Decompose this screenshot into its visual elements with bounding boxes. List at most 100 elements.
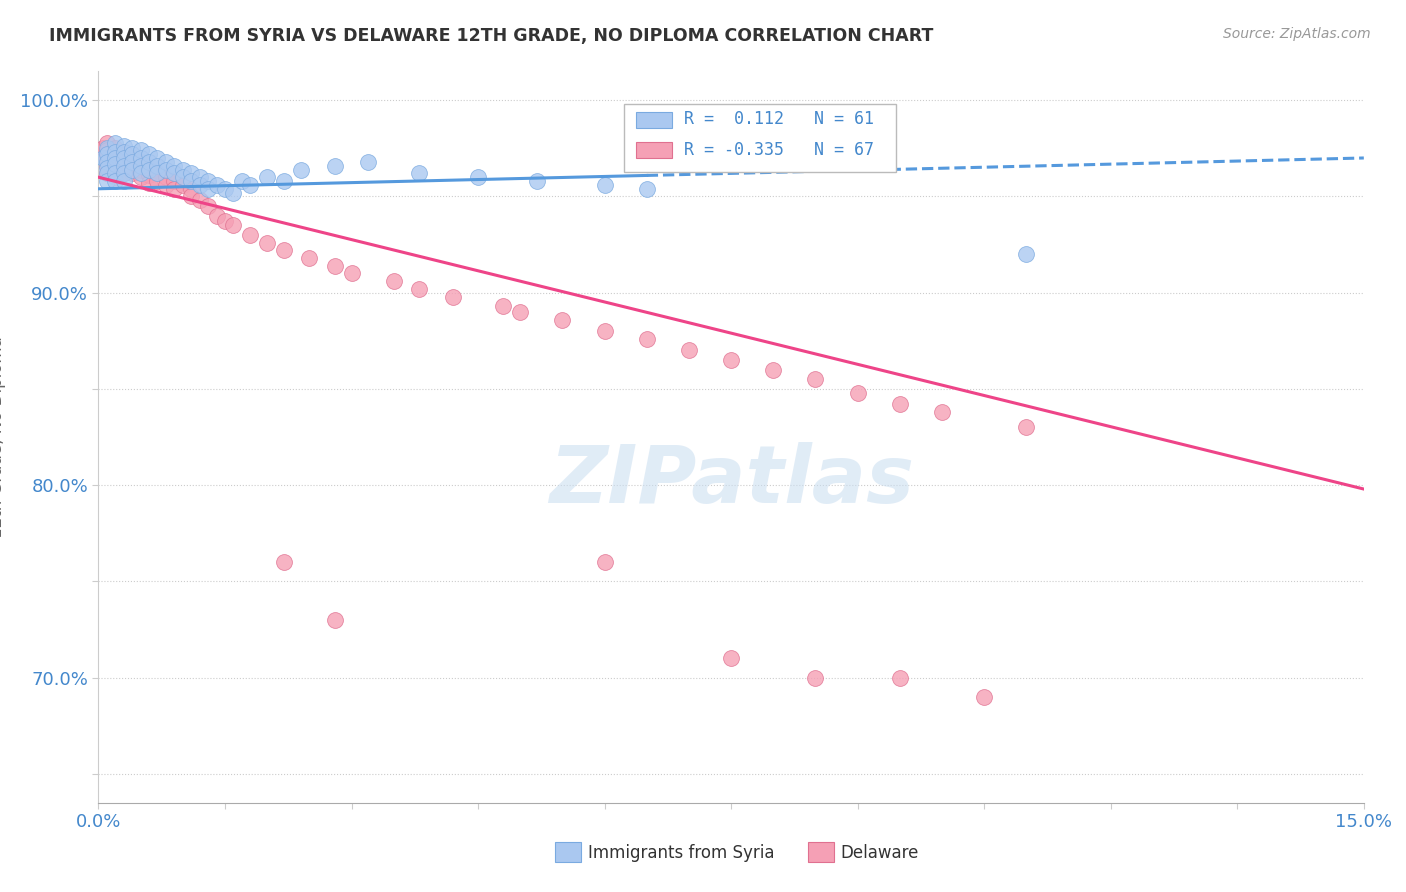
Point (129, 170, 152, 185)
Point (129, 154, 152, 169)
Point (112, 166, 135, 180)
Point (112, 139, 135, 153)
Point (188, 170, 211, 185)
Point (104, 166, 127, 180)
Point (104, 151, 127, 165)
Point (197, 199, 219, 213)
Point (112, 151, 135, 165)
Point (138, 162, 160, 177)
Point (112, 159, 135, 173)
Point (155, 178, 177, 192)
Point (155, 170, 177, 185)
Point (163, 182, 186, 196)
Point (205, 178, 228, 192)
Point (197, 174, 219, 188)
Point (155, 154, 177, 169)
Point (593, 178, 616, 192)
Point (163, 166, 186, 180)
Point (96, 143, 118, 157)
Point (273, 174, 295, 188)
Point (762, 362, 785, 376)
Point (273, 555, 295, 569)
Point (720, 353, 742, 368)
Point (214, 214, 236, 228)
Point (146, 174, 169, 188)
Bar (636, 143, 672, 159)
Point (205, 209, 228, 223)
Point (112, 159, 135, 173)
Point (357, 154, 380, 169)
Point (96, 154, 118, 169)
Point (290, 162, 312, 177)
Point (96, 151, 118, 165)
Point (146, 166, 169, 180)
Point (1015, 247, 1038, 261)
Point (172, 162, 194, 177)
Point (104, 147, 127, 161)
Point (222, 219, 245, 233)
Point (121, 154, 143, 169)
Point (408, 282, 430, 296)
Point (188, 194, 211, 208)
Text: R = -0.335   N = 67: R = -0.335 N = 67 (685, 141, 875, 159)
Point (172, 170, 194, 185)
Point (973, 690, 995, 704)
Point (138, 169, 160, 183)
Text: R =  0.112   N = 61: R = 0.112 N = 61 (685, 110, 875, 128)
Point (129, 162, 152, 177)
Point (256, 235, 278, 250)
Point (104, 161, 127, 175)
Point (408, 166, 430, 180)
Point (96, 147, 118, 161)
Point (1015, 420, 1038, 434)
Point (340, 267, 363, 281)
Text: Immigrants from Syria: Immigrants from Syria (588, 844, 775, 862)
Point (129, 143, 152, 157)
Point (509, 305, 531, 319)
Point (180, 174, 202, 188)
Point (104, 157, 127, 171)
Point (121, 159, 143, 173)
Point (323, 259, 346, 273)
Point (273, 244, 295, 258)
Point (214, 182, 236, 196)
Point (256, 170, 278, 185)
Point (112, 145, 135, 160)
Point (180, 182, 202, 196)
Point (526, 174, 548, 188)
Point (146, 166, 169, 180)
Point (104, 136, 127, 150)
Point (163, 174, 186, 188)
Point (91, 151, 114, 165)
Point (104, 141, 127, 155)
Point (889, 671, 911, 685)
Text: IMMIGRANTS FROM SYRIA VS DELAWARE 12TH GRADE, NO DIPLOMA CORRELATION CHART: IMMIGRANTS FROM SYRIA VS DELAWARE 12TH G… (49, 27, 934, 45)
Point (804, 671, 827, 685)
Point (129, 151, 152, 165)
Point (441, 289, 464, 303)
Y-axis label: 12th Grade, No Diploma: 12th Grade, No Diploma (0, 336, 6, 538)
Point (889, 397, 911, 411)
Point (91, 141, 114, 155)
FancyBboxPatch shape (623, 104, 896, 171)
Point (593, 324, 616, 338)
Point (112, 145, 135, 160)
Point (129, 159, 152, 173)
Bar (636, 112, 672, 128)
Point (121, 141, 143, 155)
Point (96, 166, 118, 180)
Point (163, 159, 186, 173)
Point (96, 174, 118, 188)
Point (846, 385, 869, 400)
Point (180, 166, 202, 180)
Point (931, 405, 953, 419)
Point (146, 151, 169, 165)
Point (104, 170, 127, 185)
Point (112, 166, 135, 180)
Point (323, 613, 346, 627)
Text: Delaware: Delaware (841, 844, 920, 862)
Point (239, 227, 262, 242)
Point (492, 299, 515, 313)
Point (323, 159, 346, 173)
Point (96, 136, 118, 150)
